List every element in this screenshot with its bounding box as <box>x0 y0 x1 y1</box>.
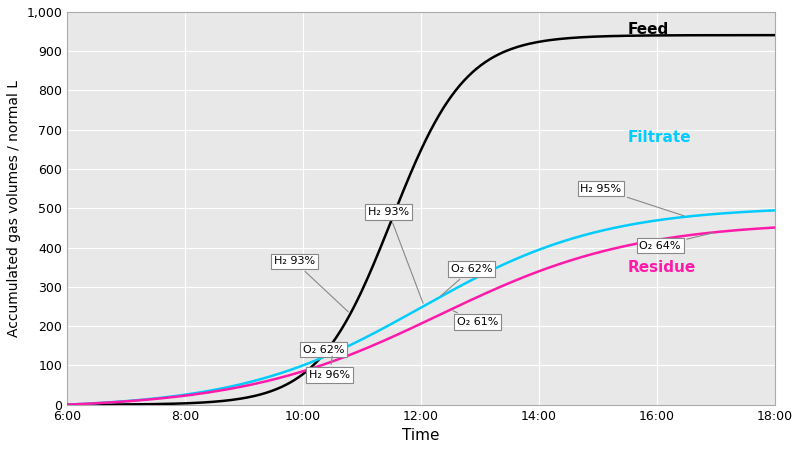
Text: O₂ 61%: O₂ 61% <box>453 311 498 327</box>
Text: H₂ 93%: H₂ 93% <box>368 207 423 303</box>
Text: O₂ 64%: O₂ 64% <box>639 233 714 251</box>
Y-axis label: Accumulated gas volumes / normal L: Accumulated gas volumes / normal L <box>7 80 21 337</box>
Text: H₂ 93%: H₂ 93% <box>274 256 348 312</box>
Text: Residue: Residue <box>627 260 696 274</box>
Text: O₂ 62%: O₂ 62% <box>441 264 492 296</box>
Text: Filtrate: Filtrate <box>627 130 691 145</box>
Text: Feed: Feed <box>627 22 669 37</box>
Text: H₂ 96%: H₂ 96% <box>309 356 350 380</box>
X-axis label: Time: Time <box>402 428 440 443</box>
Text: H₂ 95%: H₂ 95% <box>580 184 684 216</box>
Text: O₂ 62%: O₂ 62% <box>303 345 345 361</box>
